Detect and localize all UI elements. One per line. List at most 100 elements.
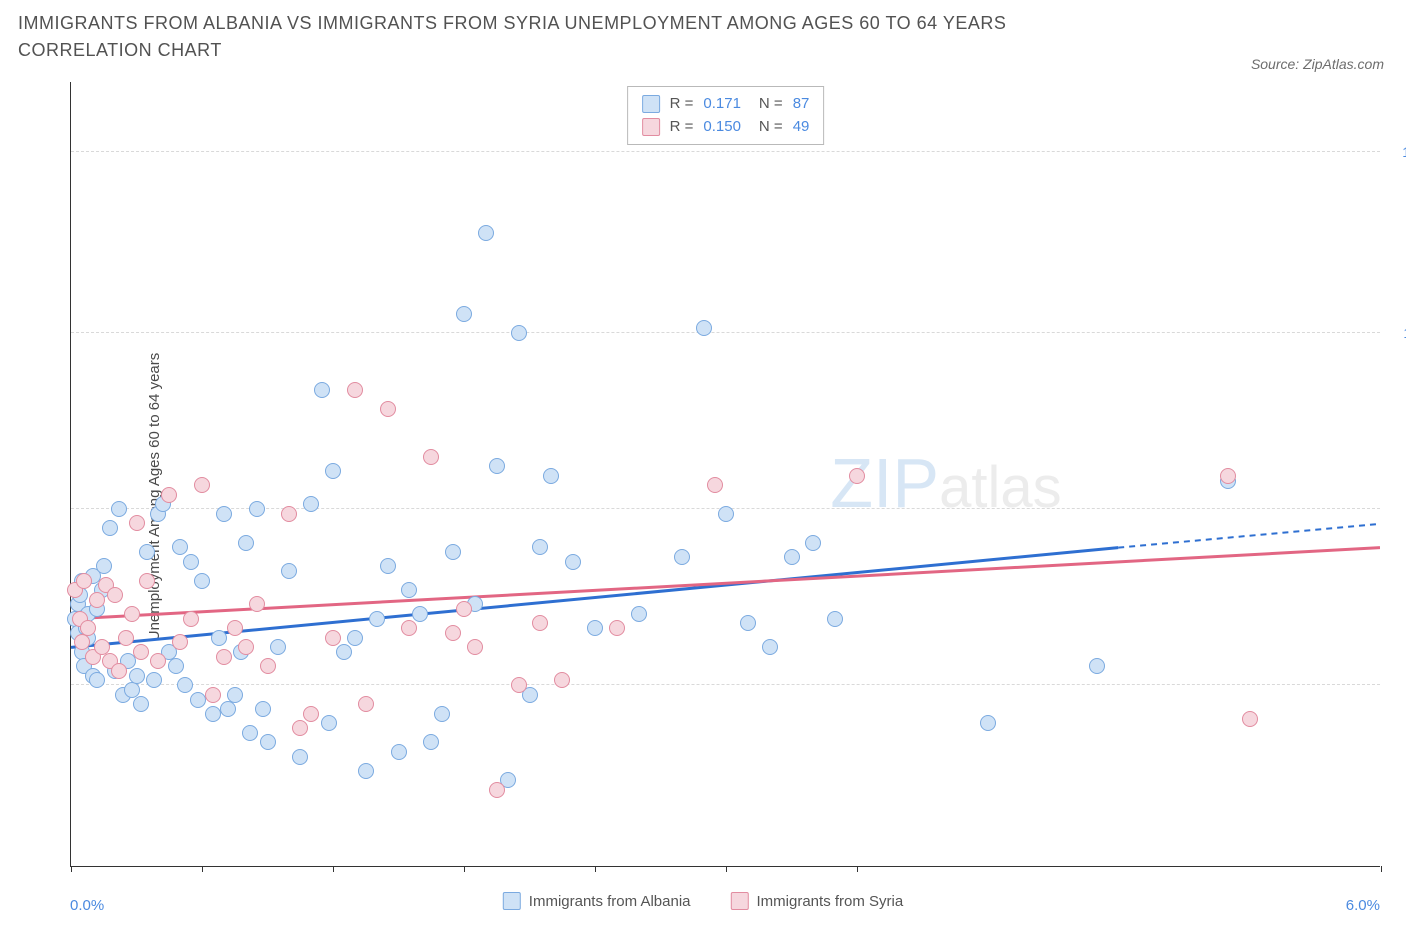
- y-tick-label: 3.8%: [1387, 677, 1406, 693]
- stats-row-syria: R =0.150N =49: [642, 116, 810, 139]
- data-point-albania: [220, 701, 236, 717]
- data-point-syria: [161, 487, 177, 503]
- data-point-albania: [238, 535, 254, 551]
- plot-area: ZIPatlas R =0.171N =87R =0.150N =49 3.8%…: [70, 82, 1380, 867]
- data-point-albania: [194, 573, 210, 589]
- data-point-syria: [76, 573, 92, 589]
- data-point-albania: [565, 554, 581, 570]
- swatch-syria: [642, 118, 660, 136]
- x-axis-min-label: 0.0%: [70, 897, 104, 914]
- data-point-albania: [543, 468, 559, 484]
- data-point-syria: [260, 658, 276, 674]
- data-point-syria: [456, 601, 472, 617]
- data-point-syria: [281, 506, 297, 522]
- data-point-albania: [211, 630, 227, 646]
- data-point-albania: [369, 611, 385, 627]
- data-point-syria: [401, 620, 417, 636]
- data-point-syria: [111, 663, 127, 679]
- data-point-albania: [740, 615, 756, 631]
- data-point-albania: [423, 734, 439, 750]
- data-point-syria: [194, 477, 210, 493]
- legend-item-albania: Immigrants from Albania: [503, 892, 691, 910]
- data-point-albania: [111, 501, 127, 517]
- gridline-h: [71, 151, 1380, 152]
- data-point-syria: [347, 382, 363, 398]
- data-point-syria: [303, 706, 319, 722]
- data-point-albania: [827, 611, 843, 627]
- data-point-albania: [146, 672, 162, 688]
- data-point-albania: [347, 630, 363, 646]
- data-point-albania: [321, 715, 337, 731]
- legend-swatch-albania: [503, 892, 521, 910]
- y-tick-label: 11.2%: [1387, 325, 1406, 341]
- data-point-albania: [216, 506, 232, 522]
- data-point-albania: [242, 725, 258, 741]
- data-point-albania: [762, 639, 778, 655]
- stats-R-label: R =: [670, 93, 694, 116]
- source-label: Source: ZipAtlas.com: [1251, 56, 1384, 72]
- data-point-albania: [168, 658, 184, 674]
- data-point-albania: [139, 544, 155, 560]
- data-point-albania: [434, 706, 450, 722]
- data-point-syria: [150, 653, 166, 669]
- data-point-albania: [260, 734, 276, 750]
- data-point-syria: [129, 515, 145, 531]
- data-point-albania: [358, 763, 374, 779]
- data-point-syria: [325, 630, 341, 646]
- data-point-albania: [532, 539, 548, 555]
- data-point-albania: [325, 463, 341, 479]
- legend-item-syria: Immigrants from Syria: [731, 892, 904, 910]
- data-point-syria: [292, 720, 308, 736]
- y-tick-label: 7.5%: [1387, 501, 1406, 517]
- data-point-albania: [129, 668, 145, 684]
- data-point-albania: [183, 554, 199, 570]
- y-tick-label: 15.0%: [1387, 144, 1406, 160]
- data-point-albania: [445, 544, 461, 560]
- legend-label: Immigrants from Syria: [757, 893, 904, 910]
- data-point-syria: [609, 620, 625, 636]
- x-tick: [202, 866, 203, 872]
- data-point-albania: [587, 620, 603, 636]
- data-point-albania: [314, 382, 330, 398]
- data-point-syria: [380, 401, 396, 417]
- data-point-syria: [80, 620, 96, 636]
- stats-R-value: 0.150: [703, 116, 741, 139]
- stats-N-label: N =: [759, 93, 783, 116]
- data-point-albania: [980, 715, 996, 731]
- gridline-h: [71, 684, 1380, 685]
- data-point-albania: [177, 677, 193, 693]
- data-point-albania: [102, 520, 118, 536]
- data-point-syria: [172, 634, 188, 650]
- stats-R-value: 0.171: [703, 93, 741, 116]
- x-axis-max-label: 6.0%: [1346, 897, 1380, 914]
- legend-label: Immigrants from Albania: [529, 893, 691, 910]
- data-point-syria: [1242, 711, 1258, 727]
- x-tick: [1381, 866, 1382, 872]
- data-point-albania: [190, 692, 206, 708]
- data-point-syria: [445, 625, 461, 641]
- data-point-albania: [805, 535, 821, 551]
- data-point-syria: [249, 596, 265, 612]
- data-point-albania: [412, 606, 428, 622]
- data-point-syria: [133, 644, 149, 660]
- data-point-albania: [303, 496, 319, 512]
- data-point-albania: [96, 558, 112, 574]
- x-tick: [726, 866, 727, 872]
- data-point-albania: [1089, 658, 1105, 674]
- data-point-albania: [784, 549, 800, 565]
- data-point-albania: [696, 320, 712, 336]
- data-point-syria: [89, 592, 105, 608]
- watermark-zip: ZIP: [830, 444, 939, 522]
- x-tick: [464, 866, 465, 872]
- bottom-legend: Immigrants from Albania Immigrants from S…: [503, 892, 903, 910]
- data-point-albania: [489, 458, 505, 474]
- data-point-albania: [674, 549, 690, 565]
- watermark: ZIPatlas: [830, 443, 1061, 523]
- data-point-syria: [124, 606, 140, 622]
- data-point-albania: [292, 749, 308, 765]
- chart-title: IMMIGRANTS FROM ALBANIA VS IMMIGRANTS FR…: [18, 10, 1118, 64]
- data-point-syria: [554, 672, 570, 688]
- data-point-syria: [849, 468, 865, 484]
- data-point-albania: [89, 672, 105, 688]
- swatch-albania: [642, 95, 660, 113]
